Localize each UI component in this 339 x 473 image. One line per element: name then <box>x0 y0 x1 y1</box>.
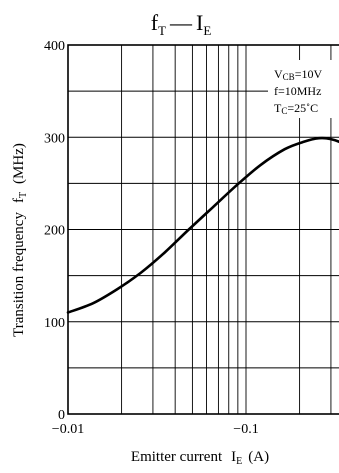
y-tick-label: 200 <box>44 224 65 239</box>
conditions-box <box>268 60 339 118</box>
y-tick-label: 0 <box>58 408 65 423</box>
x-axis-label: Emitter current IE (A) <box>131 449 269 467</box>
x-tick-label: −0.01 <box>52 422 84 437</box>
series-layer <box>66 136 339 314</box>
y-tick-labels: 0 100 200 300 400 <box>44 39 65 423</box>
condition-frequency: f=10MHz <box>274 84 321 98</box>
condition-vcb: VCB=10V <box>274 67 322 82</box>
x-tick-label: −0.1 <box>233 422 258 437</box>
condition-tc: TC=25˚C <box>274 101 318 116</box>
y-tick-label: 100 <box>44 316 65 331</box>
y-tick-label: 400 <box>44 39 65 54</box>
x-tick-labels: −0.01−0.1− <box>52 422 259 437</box>
plot-frame <box>67 44 339 415</box>
chart-title: fT — IE <box>151 10 212 38</box>
series-line <box>66 136 339 314</box>
y-tick-label: 300 <box>44 131 65 146</box>
y-axis-label: Transition frequencyfT(MHz) <box>11 143 29 337</box>
